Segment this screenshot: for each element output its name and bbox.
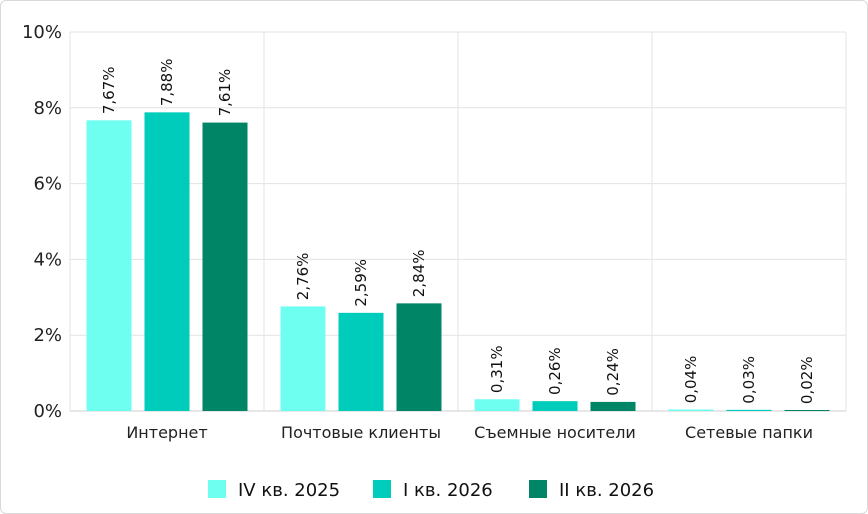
bar — [726, 409, 772, 411]
bar — [396, 303, 442, 411]
bar — [202, 122, 248, 412]
x-tick-label: Сетевые папки — [685, 423, 813, 442]
data-label: 7,61% — [216, 69, 234, 117]
data-label: 7,67% — [100, 66, 118, 114]
y-tick-label: 2% — [33, 325, 62, 346]
legend-label: II кв. 2026 — [559, 480, 654, 501]
y-tick-label: 6% — [33, 174, 62, 195]
bar — [144, 112, 190, 412]
data-label: 0,24% — [604, 348, 622, 396]
bars — [86, 112, 830, 412]
data-label: 2,59% — [352, 259, 370, 307]
grid-lines — [69, 31, 847, 412]
data-label: 2,84% — [410, 250, 428, 298]
x-tick-label: Интернет — [126, 423, 207, 442]
legend-label: I кв. 2026 — [403, 480, 493, 501]
x-tick-label: Съемные носители — [474, 423, 636, 442]
data-labels: 7,67% 7,88% 7,61% 2,76% 2,59% 2,84% 0,31% 0,26%… — [100, 59, 816, 405]
data-label: 0,02% — [798, 356, 816, 404]
bar — [532, 401, 578, 411]
bar — [590, 401, 636, 411]
y-axis: 0% 2% 4% 6% 8% 10% — [22, 22, 62, 422]
data-label: 0,31% — [488, 345, 506, 393]
data-label: 0,26% — [546, 347, 564, 395]
data-label: 7,88% — [158, 59, 176, 107]
data-label: 0,04% — [682, 356, 700, 404]
y-tick-label: 4% — [33, 249, 62, 270]
legend-swatch — [373, 480, 391, 498]
bar — [86, 120, 132, 411]
bar — [474, 399, 520, 411]
y-tick-label: 10% — [22, 22, 62, 43]
bar — [280, 306, 326, 411]
y-tick-label: 8% — [33, 98, 62, 119]
bar — [784, 410, 830, 411]
bar — [668, 409, 714, 411]
y-tick-label: 0% — [33, 401, 62, 422]
legend: IV кв. 2025 I кв. 2026 II кв. 2026 — [208, 480, 654, 501]
data-label: 2,76% — [294, 253, 312, 301]
x-axis: Интернет Почтовые клиенты Съемные носители… — [126, 423, 813, 442]
data-label: 0,03% — [740, 356, 758, 404]
bar — [338, 312, 384, 411]
legend-swatch — [529, 480, 547, 498]
legend-swatch — [208, 480, 226, 498]
x-tick-label: Почтовые клиенты — [281, 423, 441, 442]
legend-label: IV кв. 2025 — [238, 480, 340, 501]
